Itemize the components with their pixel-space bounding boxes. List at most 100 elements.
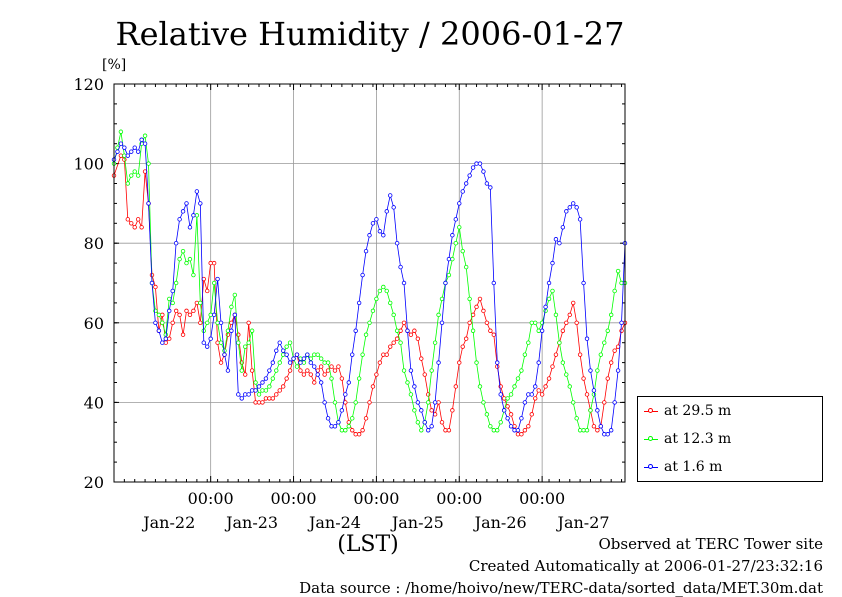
data-point: [429, 368, 434, 373]
data-point: [415, 420, 421, 425]
data-point: [170, 300, 175, 306]
data-point: [356, 376, 362, 381]
data-point: [477, 161, 483, 166]
data-point: [505, 396, 510, 401]
data-point: [539, 392, 545, 397]
data-point: [429, 408, 434, 413]
data-point: [232, 312, 238, 318]
data-point: [374, 372, 379, 377]
data-point: [584, 392, 590, 397]
data-point: [239, 396, 244, 401]
data-point: [491, 332, 496, 337]
data-point: [350, 416, 355, 421]
data-point: [612, 400, 617, 405]
data-point: [236, 340, 241, 345]
data-point: [481, 400, 486, 405]
data-point: [584, 336, 590, 341]
data-point: [474, 360, 479, 365]
data-point: [412, 408, 417, 413]
data-point: [425, 428, 431, 433]
data-point: [267, 384, 272, 389]
data-point: [135, 149, 141, 154]
data-point: [377, 360, 383, 365]
data-point: [439, 420, 445, 425]
data-point: [329, 376, 334, 381]
data-point: [612, 288, 617, 294]
data-point: [135, 217, 141, 222]
axes-layer: 20 40 60 80 100 120 00:00 00:00 00:00 00:00 00:00 J…: [73, 75, 625, 532]
data-point: [332, 368, 338, 373]
data-point: [388, 300, 393, 306]
data-point: [377, 229, 383, 234]
data-point: [526, 424, 531, 429]
data-point: [443, 280, 448, 286]
data-point: [270, 360, 276, 365]
data-point: [356, 432, 362, 437]
data-point: [315, 352, 320, 357]
data-point: [305, 352, 310, 357]
data-point: [422, 372, 427, 377]
data-point: [167, 308, 172, 314]
data-point: [608, 312, 614, 318]
data-point: [332, 424, 338, 429]
legend-label: at 12.3 m: [664, 431, 732, 447]
data-point: [522, 352, 528, 357]
data-point: [553, 352, 559, 357]
data-point: [280, 348, 286, 353]
data-point: [415, 336, 421, 341]
data-point: [495, 360, 500, 365]
data-point: [488, 328, 493, 333]
data-point: [398, 340, 403, 345]
data-point: [557, 240, 562, 246]
data-point: [236, 332, 241, 337]
data-point: [246, 340, 251, 345]
data-point: [457, 225, 462, 230]
data-point: [560, 360, 566, 365]
data-point: [408, 368, 414, 373]
data-point: [429, 424, 434, 429]
data-point: [163, 336, 168, 341]
data-point: [187, 312, 193, 318]
x-tick-label: 00:00: [436, 489, 482, 508]
data-point: [322, 400, 327, 405]
data-point: [343, 428, 348, 433]
data-point: [170, 288, 175, 294]
data-point: [588, 408, 593, 413]
data-point: [439, 296, 445, 302]
data-point: [484, 412, 490, 417]
data-point: [267, 368, 272, 373]
data-point: [246, 392, 251, 397]
data-point: [571, 201, 576, 206]
data-point: [287, 340, 293, 345]
data-point: [564, 320, 569, 325]
data-point: [253, 380, 258, 385]
legend-label: at 29.5 m: [664, 403, 732, 419]
data-point: [184, 308, 189, 314]
data-point: [291, 356, 296, 361]
data-point: [571, 400, 576, 405]
data-point: [301, 356, 307, 361]
data-point: [533, 384, 538, 389]
data-point: [605, 328, 610, 333]
data-point: [211, 280, 217, 286]
data-point: [280, 384, 286, 389]
data-point: [167, 296, 172, 302]
footer-created: Created Automatically at 2006-01-27/23:3…: [468, 557, 823, 575]
data-point: [481, 308, 486, 314]
data-point: [408, 332, 414, 337]
data-point: [391, 205, 396, 210]
data-point: [453, 384, 459, 389]
data-point: [205, 344, 210, 349]
data-point: [142, 133, 148, 138]
data-point: [173, 240, 179, 246]
data-point: [129, 221, 134, 226]
data-point: [398, 264, 403, 270]
data-point: [125, 181, 131, 186]
data-point: [370, 384, 376, 389]
data-point: [384, 209, 389, 214]
data-point: [388, 344, 393, 349]
data-point: [460, 344, 465, 349]
data-point: [249, 368, 255, 373]
data-point: [198, 201, 203, 206]
data-point: [574, 320, 579, 325]
